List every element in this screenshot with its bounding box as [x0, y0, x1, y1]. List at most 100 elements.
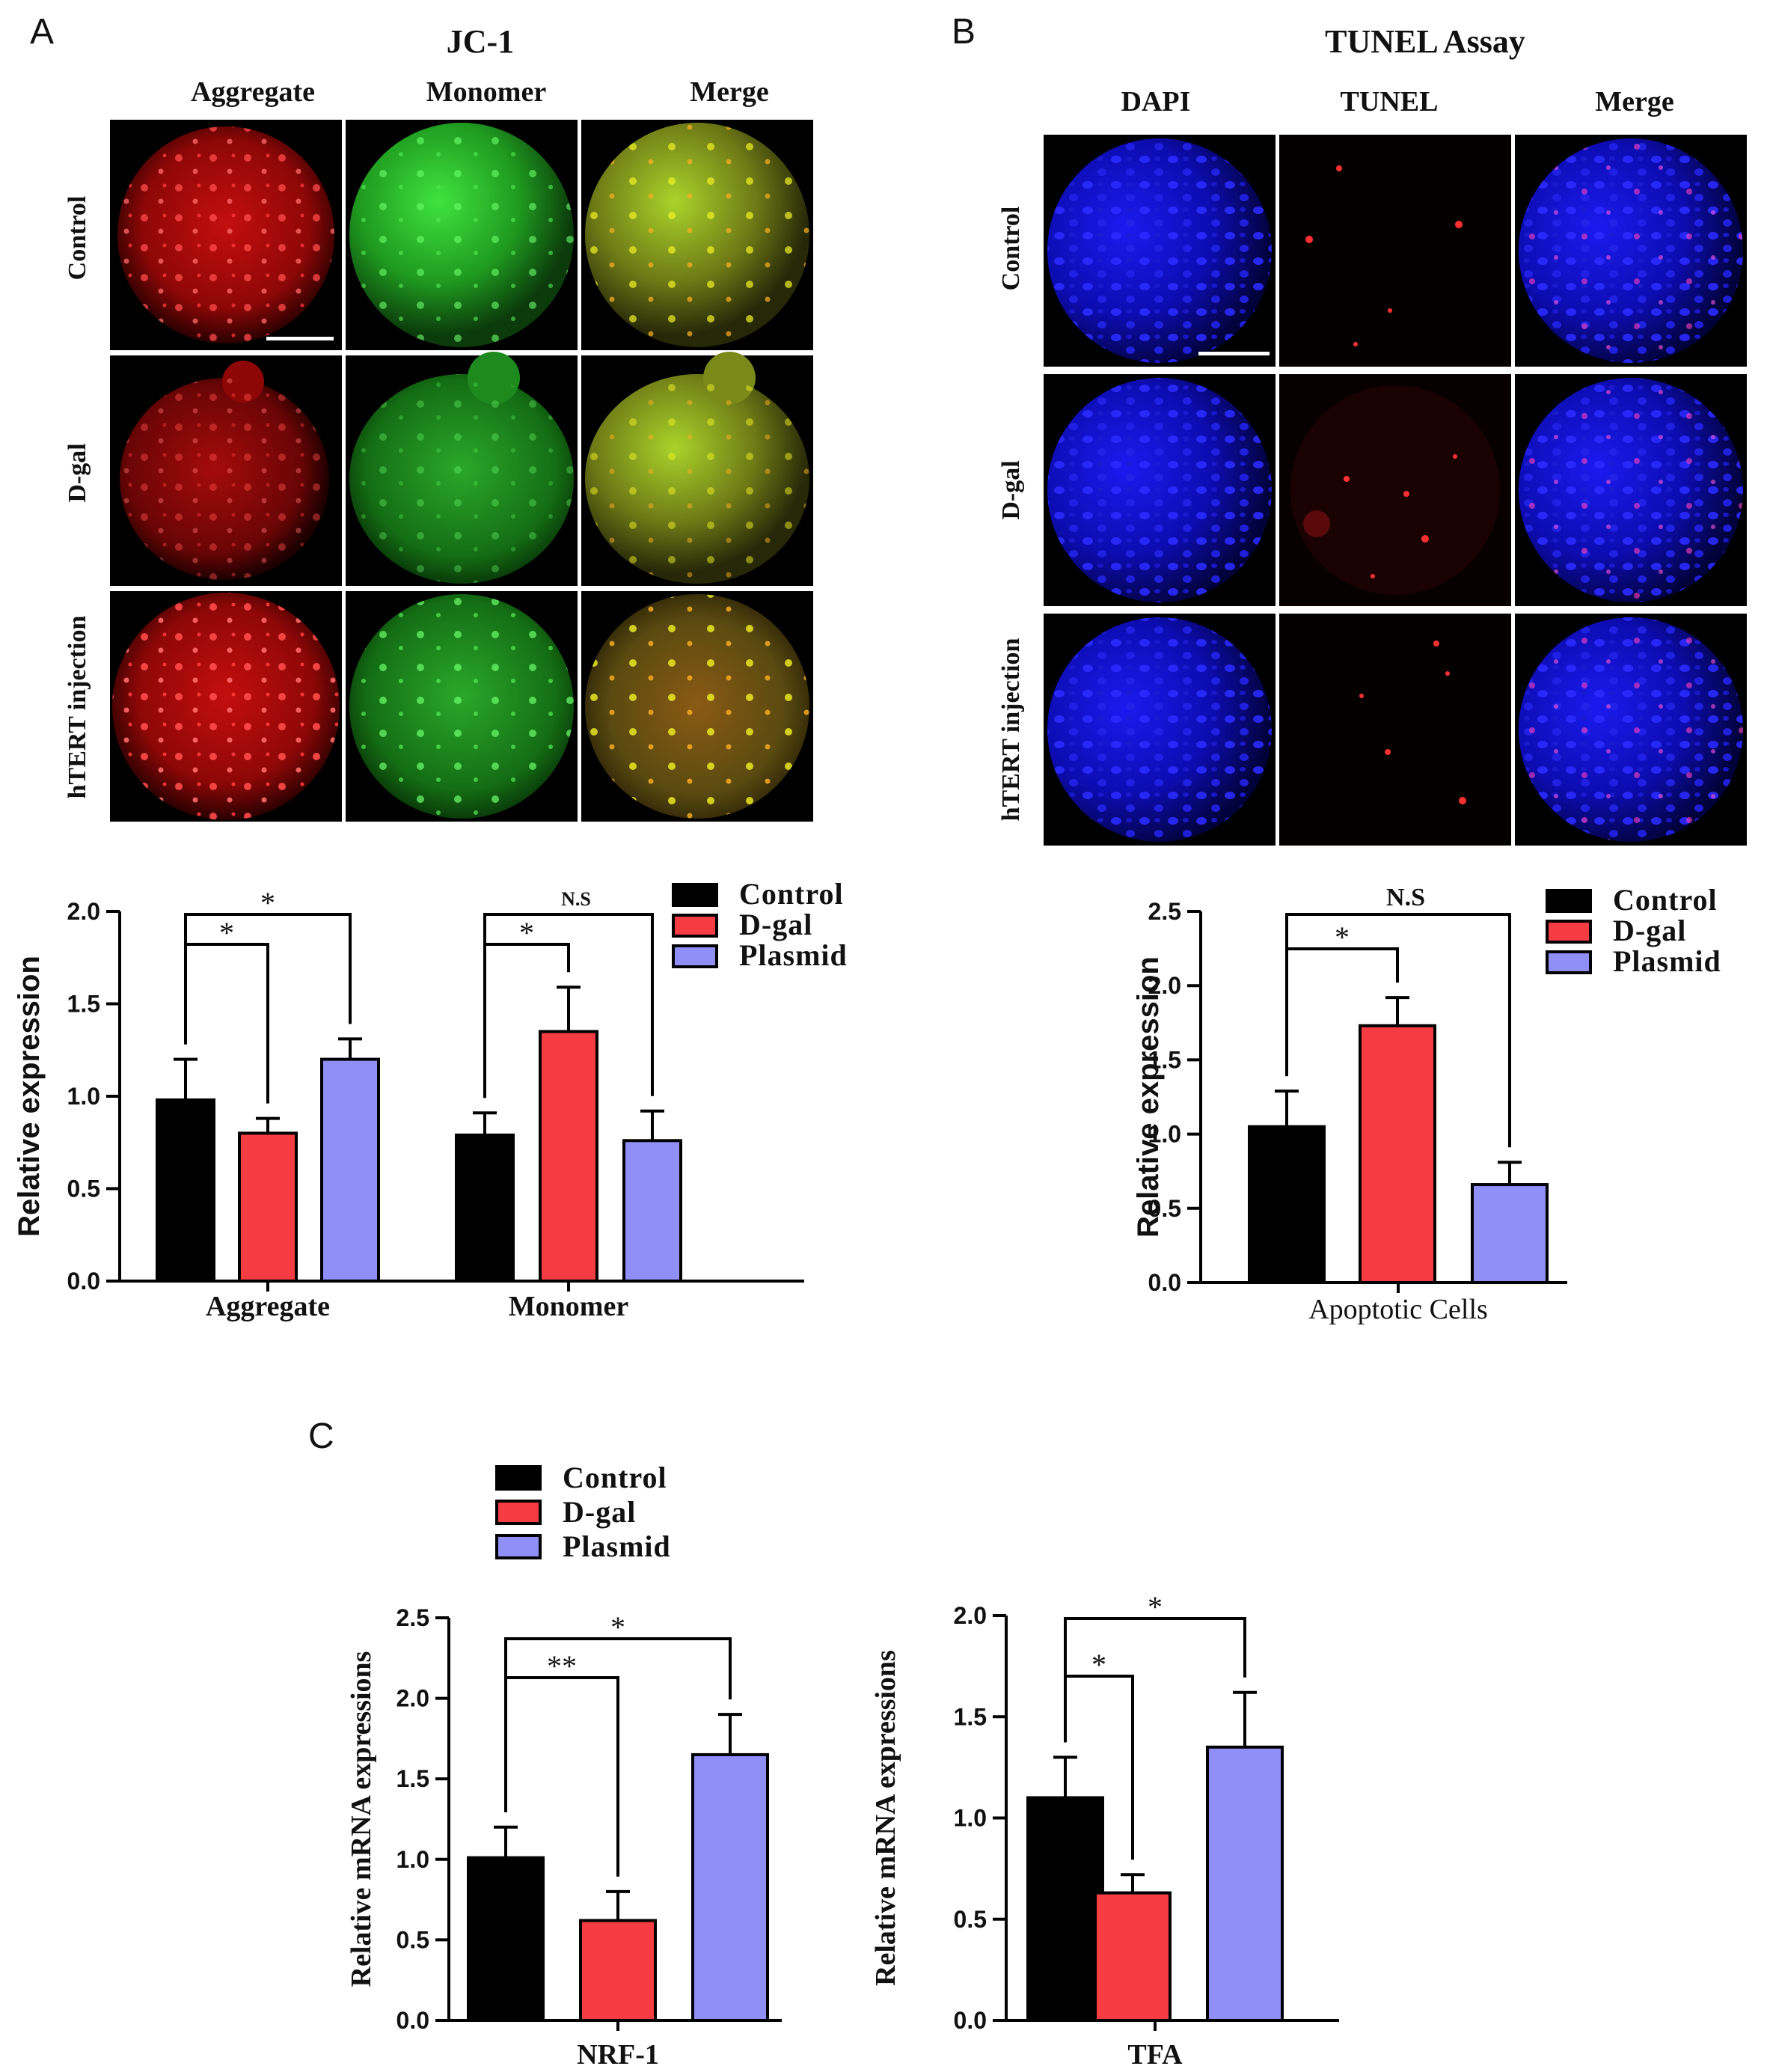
- y-tick-label: 0.0: [67, 1268, 100, 1295]
- bar-d-gal-nrf-1: [579, 1919, 657, 2022]
- significance-label: *: [1335, 920, 1350, 954]
- panel-a: A JC-1 Aggregate Monomer Merge Control D…: [30, 12, 813, 822]
- significance-label: **: [547, 1649, 577, 1683]
- significance-bracket: [184, 943, 269, 1104]
- panel-a-row-control: Control: [64, 196, 91, 281]
- panel-b-row-control: Control: [997, 207, 1025, 291]
- legend-label-d-gal: D-gal: [739, 908, 812, 941]
- legend-swatch-control: [495, 1465, 542, 1491]
- significance-label: N.S: [561, 888, 591, 910]
- scale-bar: [1198, 352, 1270, 355]
- micrograph-b-htert-tunel: [1279, 614, 1511, 846]
- y-tick-label: 2.5: [1148, 898, 1181, 925]
- y-tick-label: 2.0: [67, 898, 100, 925]
- scale-bar: [266, 337, 334, 340]
- micrograph-b-dgal-dapi: [1044, 374, 1276, 606]
- significance-label: *: [219, 916, 234, 950]
- bar-control-tfa: [1026, 1796, 1104, 2022]
- panel-a-letter: A: [30, 12, 54, 52]
- significance-label: *: [260, 886, 275, 920]
- y-tick-label: 1.0: [396, 1846, 429, 1873]
- panel-b-letter: B: [952, 12, 976, 52]
- bar-plasmid-aggregate: [320, 1057, 380, 1283]
- significance-bracket: [504, 1676, 619, 1877]
- panel-a-title: JC-1: [447, 23, 514, 60]
- bar-control-aggregate: [156, 1098, 215, 1283]
- legend-label-plasmid: Plasmid: [563, 1529, 671, 1563]
- panel-b-col-dapi: DAPI: [1121, 86, 1191, 117]
- legend-swatch-control: [1546, 889, 1592, 913]
- micrograph-a-control-monomer: [346, 120, 578, 350]
- y-tick-label: 0.5: [1148, 1195, 1181, 1222]
- micrograph-a-control-merge: [581, 120, 813, 350]
- panel-b-row-htert: hTERT injection: [997, 638, 1025, 822]
- y-tick-label: 1.0: [954, 1805, 987, 1832]
- bar-d-gal-tfa: [1094, 1891, 1172, 2022]
- y-axis-label: Relative mRNA expressions: [870, 1650, 901, 1986]
- y-tick-label: 0.5: [396, 1926, 429, 1953]
- bar-plasmid-apoptotic-cells: [1471, 1183, 1549, 1285]
- y-tick-label: 2.5: [396, 1604, 429, 1631]
- y-tick-label: 0.0: [954, 2007, 987, 2034]
- bar-control-monomer: [455, 1133, 515, 1283]
- y-tick-label: 2.0: [1148, 972, 1181, 999]
- panel-b-row-dgal: D-gal: [997, 460, 1025, 519]
- legend-label-d-gal: D-gal: [563, 1495, 636, 1529]
- micrograph-a-htert-merge: [581, 591, 813, 822]
- micrograph-a-dgal-aggregate: [110, 355, 342, 586]
- y-tick-label: 1.0: [1148, 1121, 1181, 1148]
- legend-label-plasmid: Plasmid: [739, 938, 848, 972]
- significance-bracket: [1285, 913, 1511, 1148]
- micrograph-b-control-dapi: [1044, 135, 1276, 367]
- panel-a-col-merge: Merge: [690, 76, 768, 108]
- micrograph-b-htert-dapi: [1044, 614, 1276, 846]
- significance-bracket: [483, 913, 654, 1098]
- significance-bracket: [1064, 1617, 1246, 1743]
- micrograph-a-htert-aggregate: [110, 591, 342, 822]
- panel-b: B TUNEL Assay DAPI TUNEL Merge Control D…: [952, 12, 1747, 846]
- y-tick-label: 1.0: [67, 1083, 100, 1110]
- significance-label: *: [610, 1610, 625, 1644]
- x-category-label: Aggregate: [206, 1291, 330, 1322]
- micrograph-a-dgal-merge: [581, 352, 813, 586]
- y-tick-label: 1.5: [396, 1765, 429, 1792]
- bar-plasmid-nrf-1: [691, 1752, 769, 2022]
- legend-swatch-d-gal: [672, 914, 718, 938]
- bar-control-apoptotic-cells: [1248, 1125, 1326, 1285]
- panel-a-row-htert: hTERT injection: [64, 616, 91, 799]
- y-axis-label: Relative mRNA expressions: [346, 1651, 377, 1987]
- x-category-label: Apoptotic Cells: [1308, 1294, 1488, 1325]
- y-tick-label: 1.5: [954, 1703, 987, 1730]
- x-category-label: Monomer: [509, 1291, 629, 1322]
- legend-label-plasmid: Plasmid: [1613, 944, 1721, 978]
- significance-bracket: [504, 1637, 732, 1812]
- legend-swatch-control: [672, 883, 718, 907]
- panel-c-letter: C: [308, 1417, 334, 1456]
- micrograph-a-htert-monomer: [346, 591, 578, 822]
- chart-tfa: 0.0 0.5 1.0 1.5 2.0 Relative mRNA expressions…: [870, 1590, 1339, 2071]
- chart-jc1: 0.0 0.5 1.0 1.5 2.0 Relative expression Aggreg…: [13, 886, 804, 1322]
- x-category-label: TFA: [1127, 2039, 1183, 2071]
- legend-label-control: Control: [739, 877, 844, 911]
- bar-d-gal-apoptotic-cells: [1359, 1024, 1436, 1284]
- significance-label: *: [1091, 1648, 1106, 1681]
- significance-label: *: [1148, 1590, 1163, 1624]
- y-tick-label: 1.5: [1148, 1046, 1181, 1073]
- micrograph-b-control-tunel: [1279, 135, 1511, 367]
- significance-bracket: [184, 913, 352, 1045]
- bar-plasmid-monomer: [622, 1139, 682, 1283]
- micrograph-a-control-aggregate: [110, 120, 342, 350]
- y-tick-label: 0.5: [954, 1906, 987, 1933]
- panel-a-col-aggregate: Aggregate: [191, 76, 315, 108]
- micrograph-a-dgal-monomer: [346, 352, 578, 586]
- y-axis-label: Relative expression: [13, 956, 46, 1237]
- panel-b-title: TUNEL Assay: [1325, 23, 1525, 60]
- micrograph-b-control-merge: [1515, 135, 1747, 367]
- legend-swatch-d-gal: [1546, 920, 1592, 944]
- micrograph-b-dgal-tunel: [1279, 374, 1511, 606]
- legend-swatch-d-gal: [495, 1500, 542, 1525]
- panel-b-col-merge: Merge: [1595, 86, 1673, 117]
